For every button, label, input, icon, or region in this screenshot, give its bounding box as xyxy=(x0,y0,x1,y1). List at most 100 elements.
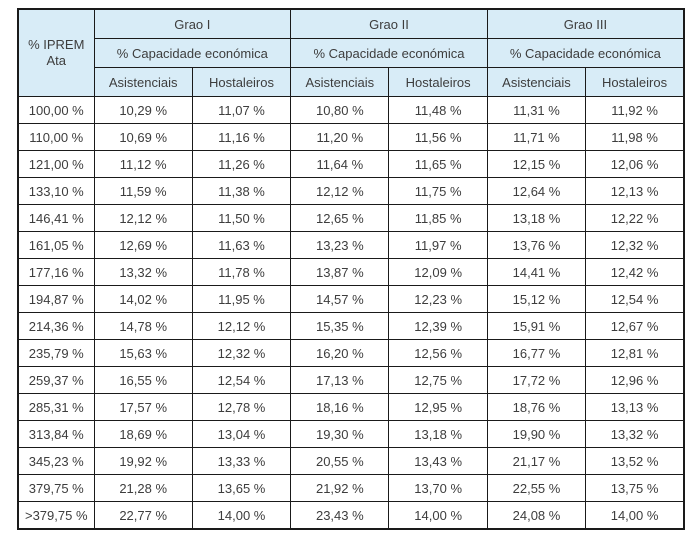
capacity-value-cell: 13,75 % xyxy=(585,474,685,502)
capacity-value-cell: 11,07 % xyxy=(191,96,292,124)
capacity-value-cell: 14,00 % xyxy=(585,501,685,530)
capacity-value-cell: 15,91 % xyxy=(486,312,587,340)
iprem-threshold-cell: 285,31 % xyxy=(17,393,95,421)
capacity-value-cell: 13,18 % xyxy=(388,420,488,448)
capacity-value-cell: 13,23 % xyxy=(290,231,390,259)
col-header-grao-2: Grao II xyxy=(290,8,488,39)
capacity-value-cell: 17,13 % xyxy=(290,366,390,394)
capacity-value-cell: 21,92 % xyxy=(290,474,390,502)
capacity-value-cell: 14,57 % xyxy=(290,285,390,313)
capacity-value-cell: 12,69 % xyxy=(93,231,193,259)
capacity-value-cell: 12,64 % xyxy=(486,177,587,205)
capacity-value-cell: 12,39 % xyxy=(388,312,488,340)
col-header-hostaleiros-grao-2: Hostaleiros xyxy=(388,67,488,97)
iprem-threshold-cell: 259,37 % xyxy=(17,366,95,394)
table-row: 146,41 % 12,12 % 11,50 % 12,65 % 11,85 % 13,1… xyxy=(17,204,685,232)
iprem-threshold-cell: 100,00 % xyxy=(17,96,95,124)
col-header-iprem: % IPREM Ata xyxy=(17,8,95,97)
capacity-value-cell: 12,81 % xyxy=(585,339,685,367)
capacity-value-cell: 13,32 % xyxy=(93,258,193,286)
table-row: 177,16 % 13,32 % 11,78 % 13,87 % 12,09 % 14,4… xyxy=(17,258,685,286)
capacity-value-cell: 12,23 % xyxy=(388,285,488,313)
capacity-value-cell: 16,77 % xyxy=(486,339,587,367)
capacity-value-cell: 12,54 % xyxy=(191,366,292,394)
iprem-threshold-cell: 146,41 % xyxy=(17,204,95,232)
table-row: 259,37 % 16,55 % 12,54 % 17,13 % 12,75 % 17,7… xyxy=(17,366,685,394)
capacity-value-cell: 15,12 % xyxy=(486,285,587,313)
capacity-value-cell: 20,55 % xyxy=(290,447,390,475)
subheader-capacidade-grao-1: % Capacidade económica xyxy=(93,38,292,68)
table-header: % IPREM Ata Grao I Grao II Grao III % Ca… xyxy=(17,8,685,97)
table-row: 285,31 % 17,57 % 12,78 % 18,16 % 12,95 % 18,7… xyxy=(17,393,685,421)
capacity-value-cell: 17,72 % xyxy=(486,366,587,394)
capacity-value-cell: 11,59 % xyxy=(93,177,193,205)
capacity-value-cell: 23,43 % xyxy=(290,501,390,530)
capacity-value-cell: 11,95 % xyxy=(191,285,292,313)
capacity-value-cell: 12,67 % xyxy=(585,312,685,340)
capacity-value-cell: 11,64 % xyxy=(290,150,390,178)
capacity-value-cell: 14,78 % xyxy=(93,312,193,340)
table-row: 345,23 % 19,92 % 13,33 % 20,55 % 13,43 % 21,1… xyxy=(17,447,685,475)
capacity-value-cell: 15,35 % xyxy=(290,312,390,340)
table-row: 121,00 % 11,12 % 11,26 % 11,64 % 11,65 % 12,1… xyxy=(17,150,685,178)
capacity-value-cell: 12,42 % xyxy=(585,258,685,286)
capacity-value-cell: 13,13 % xyxy=(585,393,685,421)
capacity-value-cell: 12,75 % xyxy=(388,366,488,394)
capacity-value-cell: 13,70 % xyxy=(388,474,488,502)
capacity-value-cell: 12,56 % xyxy=(388,339,488,367)
header-row-groups: % IPREM Ata Grao I Grao II Grao III xyxy=(17,8,685,97)
capacity-value-cell: 12,12 % xyxy=(191,312,292,340)
capacity-value-cell: 11,31 % xyxy=(486,96,587,124)
capacity-value-cell: 21,28 % xyxy=(93,474,193,502)
capacity-value-cell: 11,98 % xyxy=(585,123,685,151)
capacity-value-cell: 24,08 % xyxy=(486,501,587,530)
col-header-asistenciais-grao-1: Asistenciais xyxy=(93,67,193,97)
iprem-threshold-cell: 345,23 % xyxy=(17,447,95,475)
capacity-value-cell: 13,65 % xyxy=(191,474,292,502)
capacity-value-cell: 22,55 % xyxy=(486,474,587,502)
capacity-value-cell: 14,02 % xyxy=(93,285,193,313)
table-row: 161,05 % 12,69 % 11,63 % 13,23 % 11,97 % 13,7… xyxy=(17,231,685,259)
capacity-value-cell: 11,92 % xyxy=(585,96,685,124)
capacity-value-cell: 13,33 % xyxy=(191,447,292,475)
capacity-value-cell: 12,65 % xyxy=(290,204,390,232)
capacity-value-cell: 13,76 % xyxy=(486,231,587,259)
col-header-hostaleiros-grao-3: Hostaleiros xyxy=(585,67,685,97)
iprem-capacity-table: % IPREM Ata Grao I Grao II Grao III % Ca… xyxy=(17,8,685,530)
table-row: 100,00 % 10,29 % 11,07 % 10,80 % 11,48 % 11,3… xyxy=(17,96,685,124)
table-row: 133,10 % 11,59 % 11,38 % 12,12 % 11,75 % 12,6… xyxy=(17,177,685,205)
capacity-value-cell: 12,32 % xyxy=(585,231,685,259)
capacity-value-cell: 13,04 % xyxy=(191,420,292,448)
col-header-grao-1: Grao I xyxy=(93,8,292,39)
table-row: >379,75 % 22,77 % 14,00 % 23,43 % 14,00 % 24,… xyxy=(17,501,685,530)
capacity-value-cell: 14,00 % xyxy=(388,501,488,530)
iprem-threshold-cell: 161,05 % xyxy=(17,231,95,259)
capacity-value-cell: 13,87 % xyxy=(290,258,390,286)
capacity-value-cell: 16,55 % xyxy=(93,366,193,394)
capacity-value-cell: 12,95 % xyxy=(388,393,488,421)
iprem-threshold-cell: 194,87 % xyxy=(17,285,95,313)
capacity-value-cell: 11,20 % xyxy=(290,123,390,151)
iprem-threshold-cell: 133,10 % xyxy=(17,177,95,205)
capacity-value-cell: 11,63 % xyxy=(191,231,292,259)
capacity-value-cell: 11,78 % xyxy=(191,258,292,286)
capacity-value-cell: 11,38 % xyxy=(191,177,292,205)
table-body: 100,00 % 10,29 % 11,07 % 10,80 % 11,48 % 11,3… xyxy=(17,96,685,530)
capacity-value-cell: 11,12 % xyxy=(93,150,193,178)
capacity-value-cell: 10,69 % xyxy=(93,123,193,151)
capacity-value-cell: 12,22 % xyxy=(585,204,685,232)
iprem-threshold-cell: 121,00 % xyxy=(17,150,95,178)
capacity-value-cell: 11,16 % xyxy=(191,123,292,151)
capacity-value-cell: 11,50 % xyxy=(191,204,292,232)
iprem-threshold-cell: 214,36 % xyxy=(17,312,95,340)
capacity-value-cell: 17,57 % xyxy=(93,393,193,421)
subheader-capacidade-grao-2: % Capacidade económica xyxy=(290,38,488,68)
capacity-value-cell: 12,12 % xyxy=(290,177,390,205)
capacity-value-cell: 13,18 % xyxy=(486,204,587,232)
capacity-value-cell: 12,54 % xyxy=(585,285,685,313)
capacity-value-cell: 13,43 % xyxy=(388,447,488,475)
capacity-value-cell: 12,13 % xyxy=(585,177,685,205)
capacity-value-cell: 19,90 % xyxy=(486,420,587,448)
capacity-value-cell: 12,15 % xyxy=(486,150,587,178)
col-header-grao-3: Grao III xyxy=(486,8,685,39)
